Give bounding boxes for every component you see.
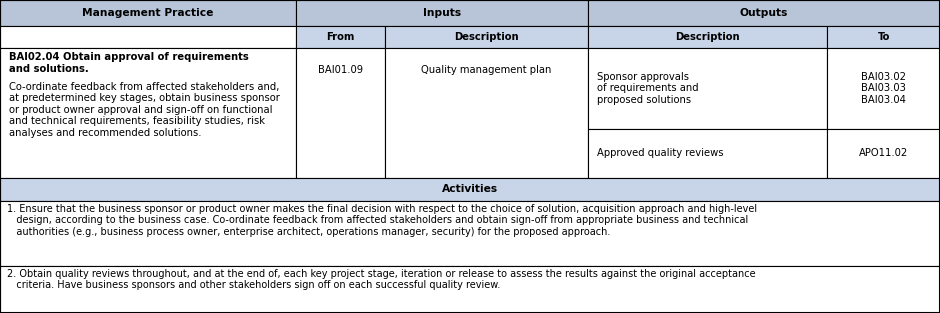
Text: Description: Description bbox=[675, 32, 740, 42]
Bar bbox=[296, 26, 385, 48]
Text: Outputs: Outputs bbox=[740, 8, 788, 18]
Bar bbox=[0, 26, 296, 48]
Text: To: To bbox=[877, 32, 890, 42]
Bar bbox=[588, 0, 940, 26]
Bar bbox=[385, 26, 588, 48]
Bar bbox=[296, 0, 588, 26]
Text: Quality management plan: Quality management plan bbox=[421, 65, 552, 75]
Text: Description: Description bbox=[454, 32, 519, 42]
Bar bbox=[827, 129, 940, 178]
Text: Sponsor approvals
of requirements and
proposed solutions: Sponsor approvals of requirements and pr… bbox=[597, 72, 698, 105]
Text: 2. Obtain quality reviews throughout, and at the end of, each key project stage,: 2. Obtain quality reviews throughout, an… bbox=[7, 269, 755, 290]
Bar bbox=[827, 26, 940, 48]
Bar bbox=[0, 178, 940, 201]
Text: BAI02.04 Obtain approval of requirements
and solutions.: BAI02.04 Obtain approval of requirements… bbox=[9, 52, 249, 74]
Text: Approved quality reviews: Approved quality reviews bbox=[597, 148, 724, 158]
Bar bbox=[588, 26, 827, 48]
Text: APO11.02: APO11.02 bbox=[859, 148, 908, 158]
Text: Co-ordinate feedback from affected stakeholders and,
at predetermined key stages: Co-ordinate feedback from affected stake… bbox=[9, 82, 280, 138]
Bar bbox=[588, 48, 827, 129]
Bar bbox=[0, 48, 296, 178]
Text: BAI03.02
BAI03.03
BAI03.04: BAI03.02 BAI03.03 BAI03.04 bbox=[861, 72, 906, 105]
Bar bbox=[588, 129, 827, 178]
Text: From: From bbox=[326, 32, 355, 42]
Text: Inputs: Inputs bbox=[423, 8, 461, 18]
Bar bbox=[0, 0, 296, 26]
Bar bbox=[0, 266, 940, 313]
Bar bbox=[827, 48, 940, 129]
Bar bbox=[0, 201, 940, 266]
Text: Management Practice: Management Practice bbox=[83, 8, 213, 18]
Text: 1. Ensure that the business sponsor or product owner makes the final decision wi: 1. Ensure that the business sponsor or p… bbox=[7, 204, 757, 237]
Bar bbox=[385, 48, 588, 178]
Text: Activities: Activities bbox=[442, 184, 498, 194]
Bar bbox=[296, 48, 385, 178]
Text: BAI01.09: BAI01.09 bbox=[318, 65, 364, 75]
